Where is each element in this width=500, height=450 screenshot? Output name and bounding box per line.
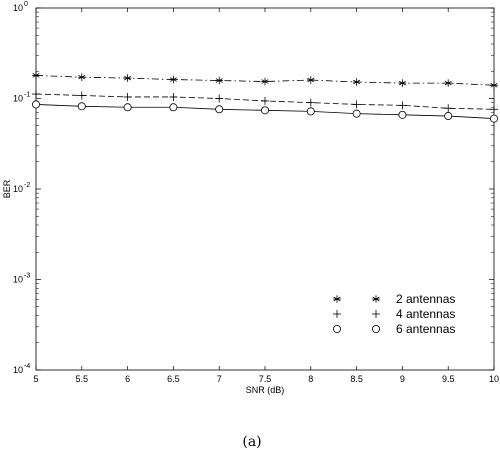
data-point [261,96,269,105]
circle-marker [32,100,41,109]
data-point [215,105,224,114]
x-tick-label: 7 [217,374,222,384]
x-tick-label: 6 [125,374,130,384]
data-point [352,109,361,118]
x-tick-label: 9 [400,374,405,384]
data-point [444,104,453,113]
legend-label: 2 antennas [396,292,455,306]
axis-ticks: 5 5.5 6 6.5 7 7.5 8 8.5 9 9.5 1010-410-310-210-110… [13,1,499,384]
data-point [261,77,269,86]
circle-marker [260,106,269,115]
y-tick-label-base: 10 [13,184,23,194]
data-point [215,94,224,103]
y-tick-label-exponent: 0 [24,1,28,8]
data-point [169,75,178,84]
figure-caption: (a) [242,434,261,450]
data-point [444,112,453,121]
data-point [123,103,132,112]
y-tick-label-exponent: -3 [24,273,30,280]
circle-marker [489,114,498,123]
circle-marker [77,102,86,111]
data-point [78,73,86,81]
data-point [307,76,315,84]
data-point [489,114,498,123]
y-tick-label-exponent: -1 [24,92,30,99]
circle-marker [444,112,453,121]
data-point [215,76,223,85]
x-tick-label: 5.5 [76,374,89,384]
data-point [169,103,178,112]
data-point [32,100,41,109]
circle-marker [332,324,341,333]
y-tick-label-base: 10 [13,275,23,285]
x-tick-label: 5 [33,374,38,384]
circle-marker [352,109,361,118]
series-line-1 [35,75,495,86]
data-point [306,98,315,107]
data-point [306,107,315,116]
data-point [490,105,498,114]
data-point [32,71,40,80]
x-tick-label: 8 [308,374,313,384]
circle-marker [371,324,380,333]
y-tick-label-exponent: -4 [24,363,30,370]
data-point [77,91,86,100]
circle-marker [215,105,224,114]
y-axis-label: BER [2,179,12,198]
data-point [260,106,269,115]
x-tick-label: 9.5 [442,374,455,384]
legend-marker [371,324,380,333]
legend-marker [372,295,380,303]
data-point [444,79,452,87]
circle-marker [398,110,407,119]
data-point [398,110,407,119]
data-point [123,74,132,82]
legend-marker [333,310,341,318]
data-point [490,81,498,90]
circle-marker [306,107,315,116]
data-point [169,92,178,101]
data-point [77,102,86,111]
data-point [398,101,407,110]
circle-marker [123,103,132,112]
data-markers [32,71,498,123]
legend-marker [333,295,341,303]
y-tick-label-base: 10 [13,365,23,375]
x-tick-label: 6.5 [167,374,180,384]
legend-label: 4 antennas [396,307,455,321]
legend-marker [372,310,380,318]
circle-marker [169,103,178,112]
data-point [398,79,407,87]
data-point [123,92,132,101]
x-tick-label: 8.5 [350,374,363,384]
y-tick-label-base: 10 [13,94,23,104]
data-point [352,78,361,86]
legend-label: 6 antennas [396,322,455,336]
y-tick-label-exponent: -2 [24,182,30,189]
data-point [32,90,40,99]
x-axis-label: SNR (dB) [246,385,285,395]
x-tick-label: 10 [489,374,499,384]
y-tick-label-base: 10 [13,3,23,13]
data-point [352,100,361,109]
legend-marker [332,324,341,333]
x-tick-label: 7.5 [259,374,272,384]
